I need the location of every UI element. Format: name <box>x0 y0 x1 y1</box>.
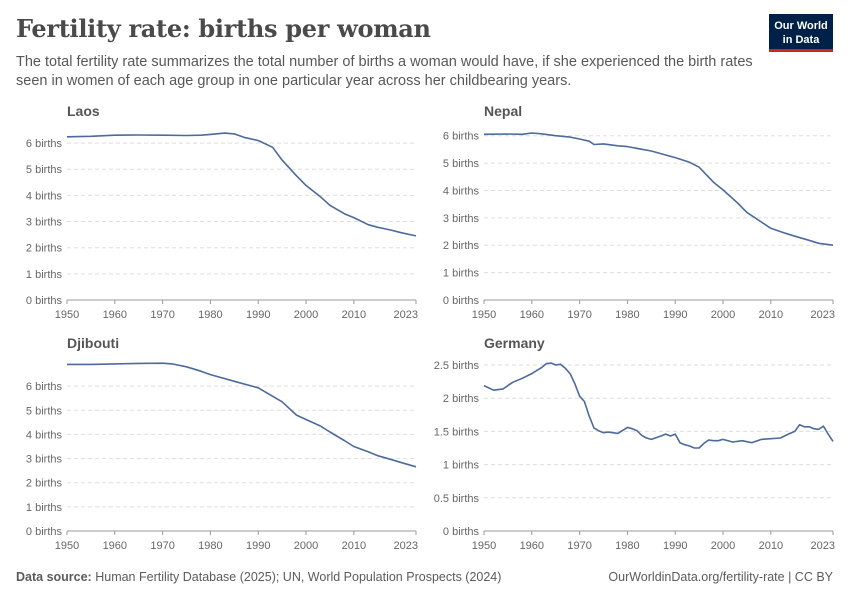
y-tick-label: 3 births <box>26 454 63 466</box>
logo-line-2: in Data <box>782 33 820 46</box>
y-tick-label: 1.5 births <box>434 426 480 438</box>
x-tick-label: 2023 <box>394 309 418 321</box>
panel-title: Germany <box>484 335 545 351</box>
panel-djibouti: Djibouti 0 births 1 births 2 births 3 births… <box>26 335 418 552</box>
x-tick-label: 1950 <box>472 540 496 552</box>
owid-logo[interactable]: Our World in Data <box>769 14 833 52</box>
y-tick-label: 0 births <box>26 295 63 307</box>
y-tick-label: 5 births <box>26 164 63 176</box>
x-tick-label: 2010 <box>759 540 783 552</box>
panel-title: Djibouti <box>67 335 119 351</box>
panel-title: Nepal <box>484 103 522 119</box>
x-tick-label: 2000 <box>711 309 735 321</box>
y-tick-label: 2.5 births <box>434 360 480 372</box>
chart-title: Fertility rate: births per woman <box>16 14 431 43</box>
x-tick-label: 1990 <box>246 540 270 552</box>
x-tick-label: 1970 <box>150 309 174 321</box>
x-tick-label: 2010 <box>342 309 366 321</box>
y-tick-label: 3 births <box>443 213 480 225</box>
y-tick-label: 1 births <box>443 268 480 280</box>
series-line-laos <box>66 132 417 237</box>
x-tick-label: 2000 <box>294 309 318 321</box>
x-tick-label: 1970 <box>567 540 591 552</box>
x-tick-label: 1980 <box>198 309 222 321</box>
x-tick-label: 1990 <box>663 540 687 552</box>
y-tick-label: 2 births <box>26 478 63 490</box>
x-tick-label: 1950 <box>55 309 79 321</box>
x-tick-label: 1970 <box>567 309 591 321</box>
x-tick-label: 1990 <box>246 309 270 321</box>
y-tick-label: 2 births <box>26 243 63 255</box>
x-tick-label: 2023 <box>811 540 835 552</box>
x-tick-label: 2023 <box>394 540 418 552</box>
x-tick-label: 1980 <box>615 309 639 321</box>
y-tick-label: 0 births <box>26 526 63 538</box>
x-tick-label: 1970 <box>150 540 174 552</box>
panel-title: Laos <box>67 103 100 119</box>
y-tick-label: 2 births <box>443 393 480 405</box>
x-tick-label: 2010 <box>759 309 783 321</box>
y-tick-label: 3 births <box>26 217 63 229</box>
y-tick-label: 5 births <box>26 405 63 417</box>
x-tick-label: 1960 <box>103 309 127 321</box>
x-tick-label: 1960 <box>103 540 127 552</box>
panel-germany: Germany 0 births 0.5 births 1 births 1.5 bir… <box>434 335 835 552</box>
x-tick-label: 1980 <box>198 540 222 552</box>
data-source: Data source: Human Fertility Database (2… <box>16 570 501 584</box>
x-tick-label: 1960 <box>520 540 544 552</box>
y-tick-label: 4 births <box>26 190 63 202</box>
y-tick-label: 6 births <box>443 131 480 143</box>
x-tick-label: 1990 <box>663 309 687 321</box>
y-tick-label: 5 births <box>443 158 480 170</box>
y-tick-label: 1 births <box>26 269 63 281</box>
y-tick-label: 4 births <box>26 429 63 441</box>
logo-line-1: Our World <box>774 19 828 32</box>
data-source-text: Human Fertility Database (2025); UN, Wor… <box>95 570 502 584</box>
panel-nepal: Nepal 0 births 1 births 2 births 3 births 4 b… <box>443 103 835 321</box>
chart-subtitle: The total fertility rate summarizes the … <box>16 54 753 89</box>
y-tick-label: 2 births <box>443 240 480 252</box>
y-tick-label: 4 births <box>443 185 480 197</box>
x-tick-label: 2010 <box>342 540 366 552</box>
panel-laos: Laos 0 births 1 births 2 births 3 births 4 bi… <box>26 103 418 321</box>
source-url-link[interactable]: OurWorldinData.org/fertility-rate | CC B… <box>608 570 833 584</box>
y-tick-label: 0 births <box>443 295 480 307</box>
series-line-nepal <box>483 132 834 246</box>
y-tick-label: 1 births <box>26 502 63 514</box>
x-tick-label: 1950 <box>472 309 496 321</box>
y-tick-label: 0 births <box>443 526 480 538</box>
x-tick-label: 2023 <box>811 309 835 321</box>
x-tick-label: 1960 <box>520 309 544 321</box>
y-tick-label: 6 births <box>26 381 63 393</box>
x-tick-label: 1980 <box>615 540 639 552</box>
x-tick-label: 2000 <box>711 540 735 552</box>
series-line-germany <box>483 362 834 449</box>
x-tick-label: 2000 <box>294 540 318 552</box>
y-tick-label: 0.5 births <box>434 493 480 505</box>
y-tick-label: 1 births <box>443 460 480 472</box>
y-tick-label: 6 births <box>26 138 63 150</box>
data-source-label: Data source: <box>16 570 92 584</box>
series-line-djibouti <box>67 362 417 468</box>
x-tick-label: 1950 <box>55 540 79 552</box>
